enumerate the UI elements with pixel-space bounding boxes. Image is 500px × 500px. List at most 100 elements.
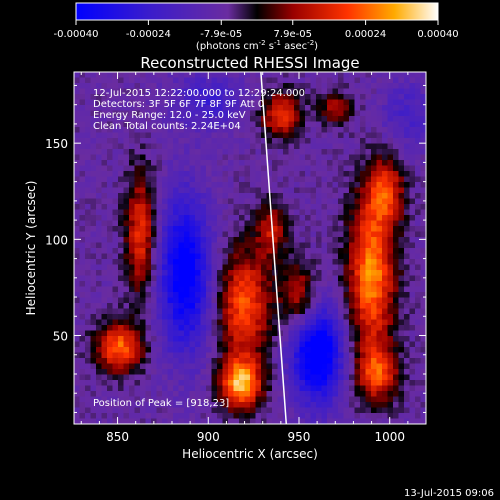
heatmap-cell <box>162 330 168 337</box>
heatmap-cell <box>90 303 97 309</box>
heatmap-cell <box>299 165 306 172</box>
heatmap-cell <box>178 154 185 161</box>
heatmap-cell <box>145 176 152 183</box>
heatmap-cell <box>151 347 157 353</box>
heatmap-cell <box>316 259 322 265</box>
heatmap-cell <box>277 204 284 210</box>
heatmap-cell <box>294 330 300 337</box>
heatmap-cell <box>79 88 86 95</box>
heatmap-cell <box>90 259 97 265</box>
heatmap-cell <box>123 259 130 265</box>
heatmap-cell <box>294 88 300 95</box>
heatmap-cell <box>140 182 146 188</box>
heatmap-cell <box>145 165 152 172</box>
heatmap-cell <box>239 204 245 210</box>
heatmap-cell <box>404 341 410 348</box>
heatmap-cell <box>360 281 366 287</box>
heatmap-cell <box>266 121 273 128</box>
heatmap-cell <box>294 204 300 210</box>
heatmap-cell <box>222 105 229 111</box>
heatmap-cell <box>398 165 405 172</box>
heatmap-cell <box>272 154 278 161</box>
heatmap-cell <box>145 193 152 199</box>
heatmap-cell <box>277 143 284 150</box>
heatmap-cell <box>211 286 218 293</box>
heatmap-cell <box>107 319 113 326</box>
heatmap-cell <box>327 149 333 155</box>
heatmap-cell <box>167 237 174 243</box>
heatmap-cell <box>332 336 339 342</box>
heatmap-cell <box>310 413 317 419</box>
heatmap-cell <box>140 187 146 194</box>
heatmap-cell <box>244 352 251 359</box>
heatmap-cell <box>112 143 119 150</box>
heatmap-cell <box>261 341 267 348</box>
heatmap-cell <box>239 187 245 194</box>
heatmap-cell <box>239 220 245 227</box>
heatmap-cell <box>79 275 86 282</box>
heatmap-cell <box>129 391 135 397</box>
heatmap-cell <box>387 121 394 128</box>
heatmap-cell <box>200 292 207 298</box>
heatmap-cell <box>338 380 344 386</box>
heatmap-cell <box>398 347 405 353</box>
heatmap-cell <box>266 391 273 397</box>
heatmap-cell <box>338 369 344 375</box>
heatmap-cell <box>354 242 361 249</box>
heatmap-cell <box>200 374 207 381</box>
heatmap-cell <box>382 160 388 166</box>
heatmap-cell <box>354 281 361 287</box>
heatmap-cell <box>349 396 355 403</box>
heatmap-cell <box>338 270 344 276</box>
heatmap-cell <box>250 231 256 238</box>
heatmap-cell <box>211 127 218 133</box>
heatmap-cell <box>398 209 405 216</box>
heatmap-cell <box>189 226 196 232</box>
heatmap-cell <box>140 127 146 133</box>
heatmap-cell <box>321 226 328 232</box>
heatmap-cell <box>382 176 388 183</box>
heatmap-cell <box>393 176 399 183</box>
heatmap-cell <box>134 358 141 364</box>
heatmap-cell <box>217 198 223 205</box>
heatmap-cell <box>244 110 251 117</box>
heatmap-cell <box>283 292 289 298</box>
heatmap-cell <box>393 88 399 95</box>
heatmap-cell <box>393 330 399 337</box>
heatmap-cell <box>140 325 146 331</box>
heatmap-cell <box>134 413 141 419</box>
heatmap-cell <box>85 396 91 403</box>
heatmap-cell <box>415 413 421 419</box>
heatmap-cell <box>79 336 86 342</box>
heatmap-cell <box>134 143 141 150</box>
heatmap-cell <box>332 341 339 348</box>
heatmap-cell <box>371 231 377 238</box>
heatmap-cell <box>173 149 179 155</box>
heatmap-cell <box>371 275 377 282</box>
heatmap-cell <box>173 110 179 117</box>
heatmap-cell <box>365 127 372 133</box>
heatmap-cell <box>272 352 278 359</box>
heatmap-cell <box>299 358 306 364</box>
heatmap-cell <box>74 385 80 392</box>
heatmap-cell <box>101 407 108 414</box>
heatmap-cell <box>354 77 361 84</box>
heatmap-cell <box>376 314 383 320</box>
heatmap-cell <box>327 281 333 287</box>
heatmap-cell <box>118 275 124 282</box>
heatmap-cell <box>360 292 366 298</box>
heatmap-cell <box>321 176 328 183</box>
heatmap-cell <box>233 391 240 397</box>
heatmap-cell <box>90 226 97 232</box>
heatmap-cell <box>354 336 361 342</box>
colorbar-tick-label: -7.9e-05 <box>200 29 242 40</box>
heatmap-cell <box>371 110 377 117</box>
heatmap-cell <box>354 253 361 260</box>
heatmap-cell <box>85 176 91 183</box>
heatmap-cell <box>178 253 185 260</box>
heatmap-cell <box>415 325 421 331</box>
heatmap-cell <box>283 385 289 392</box>
heatmap-cell <box>283 297 289 304</box>
heatmap-cell <box>360 270 366 276</box>
heatmap-cell <box>228 220 234 227</box>
